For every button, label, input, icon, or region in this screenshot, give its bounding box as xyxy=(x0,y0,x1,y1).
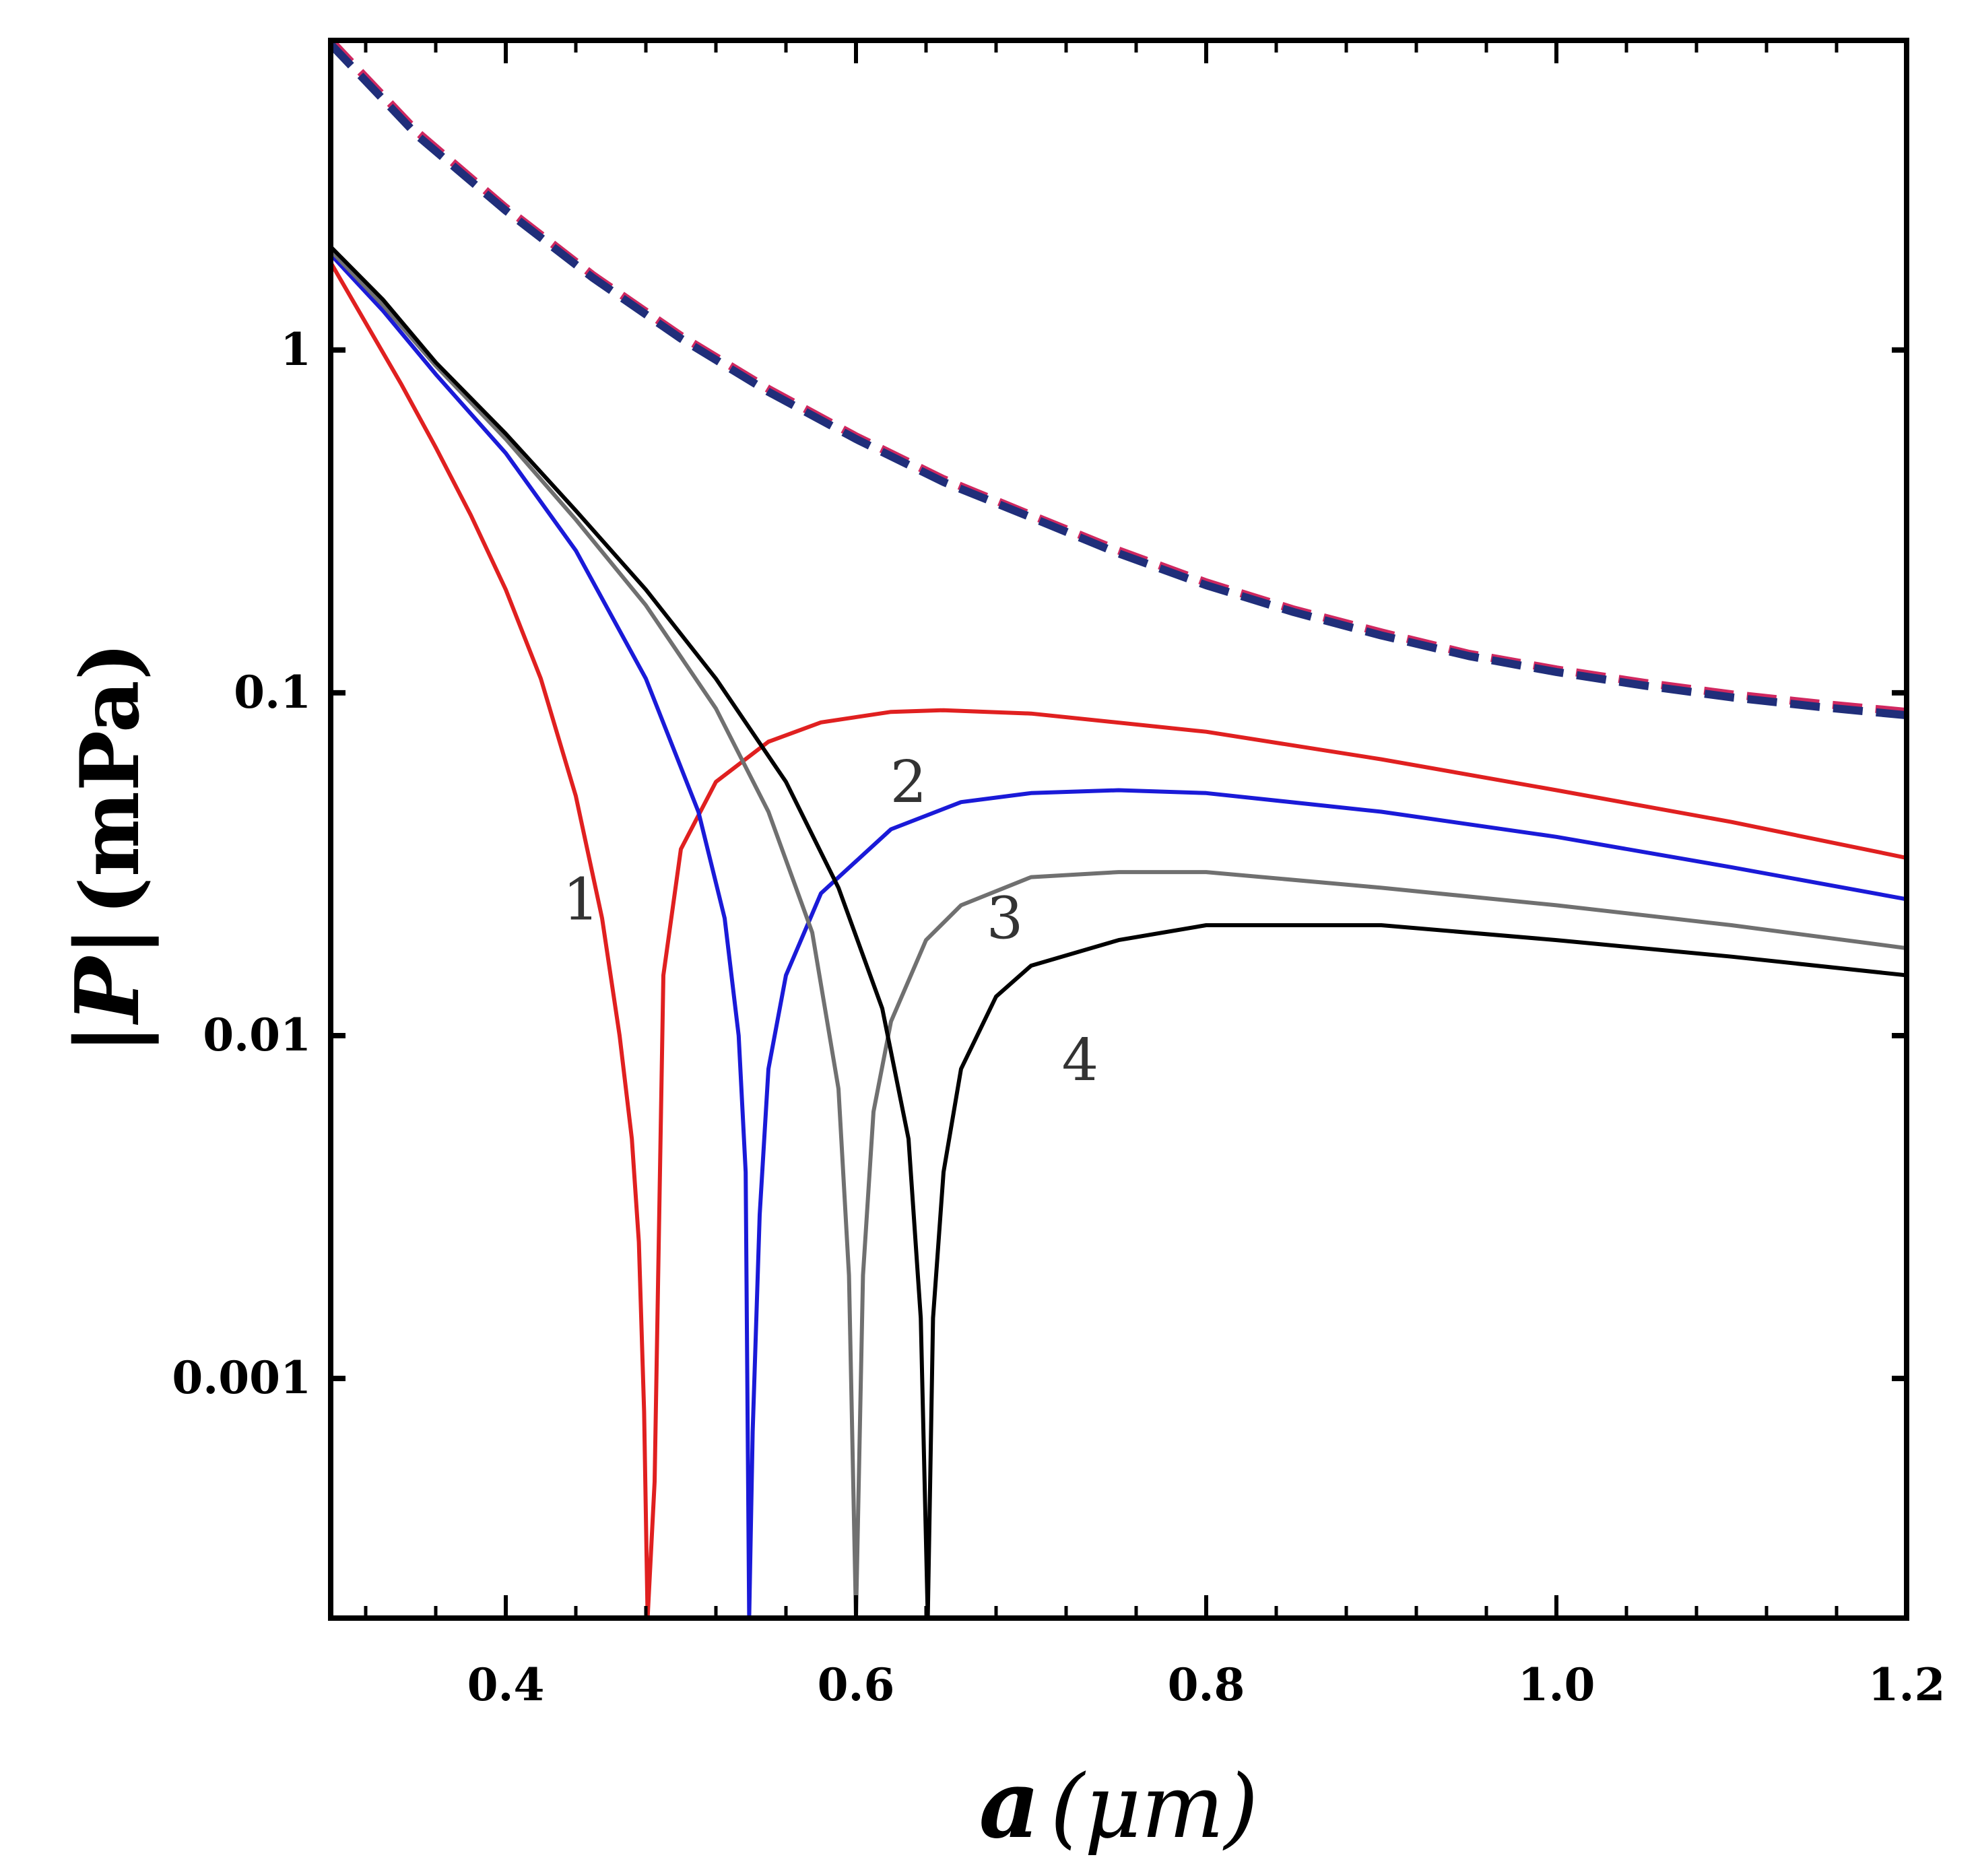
y-tick-label: 0.01 xyxy=(203,1009,311,1061)
x-tick-label: 1.2 xyxy=(1868,1659,1946,1711)
series-line-dashed-blue xyxy=(331,41,1907,720)
curve-label-1: 1 xyxy=(562,866,599,933)
curve-label-2: 2 xyxy=(890,749,927,816)
y-tick-label: 0.1 xyxy=(234,666,311,718)
x-tick-labels: 0.4 0.6 0.8 1.0 1.2 xyxy=(467,1659,1946,1711)
y-tick-label: 0.001 xyxy=(172,1351,311,1404)
curve-labels: 1 2 3 4 xyxy=(562,749,1098,1094)
y-axis-unit: (mPa) xyxy=(63,642,158,915)
curve-label-3: 3 xyxy=(987,885,1024,953)
plot-curves xyxy=(331,40,1907,1618)
series-line-3 xyxy=(331,249,1907,1618)
plot-frame xyxy=(328,38,1909,1621)
x-tick-label: 0.6 xyxy=(818,1659,895,1711)
x-tick-label: 1.0 xyxy=(1518,1659,1595,1711)
series-line-2 xyxy=(331,253,1907,1618)
axis-ticks xyxy=(331,40,1909,1618)
x-tick-label: 0.4 xyxy=(467,1659,545,1711)
curve-label-4: 4 xyxy=(1061,1027,1098,1094)
x-axis-unit: (μm) xyxy=(1050,1755,1258,1858)
x-tick-label: 0.8 xyxy=(1168,1659,1245,1711)
y-axis-title: |P| (mPa) xyxy=(56,642,159,1055)
y-tick-label: 1 xyxy=(280,323,311,376)
series-line-dashed-red xyxy=(331,40,1907,716)
x-axis-title: a (μm) xyxy=(979,1749,1258,1860)
x-axis-variable: a xyxy=(979,1749,1040,1860)
y-tick-labels: 0.001 0.01 0.1 1 xyxy=(172,323,311,1404)
series-line-1 xyxy=(331,261,1907,1618)
series-line-4 xyxy=(331,245,1907,1618)
y-axis-variable: |P| xyxy=(56,925,159,1054)
